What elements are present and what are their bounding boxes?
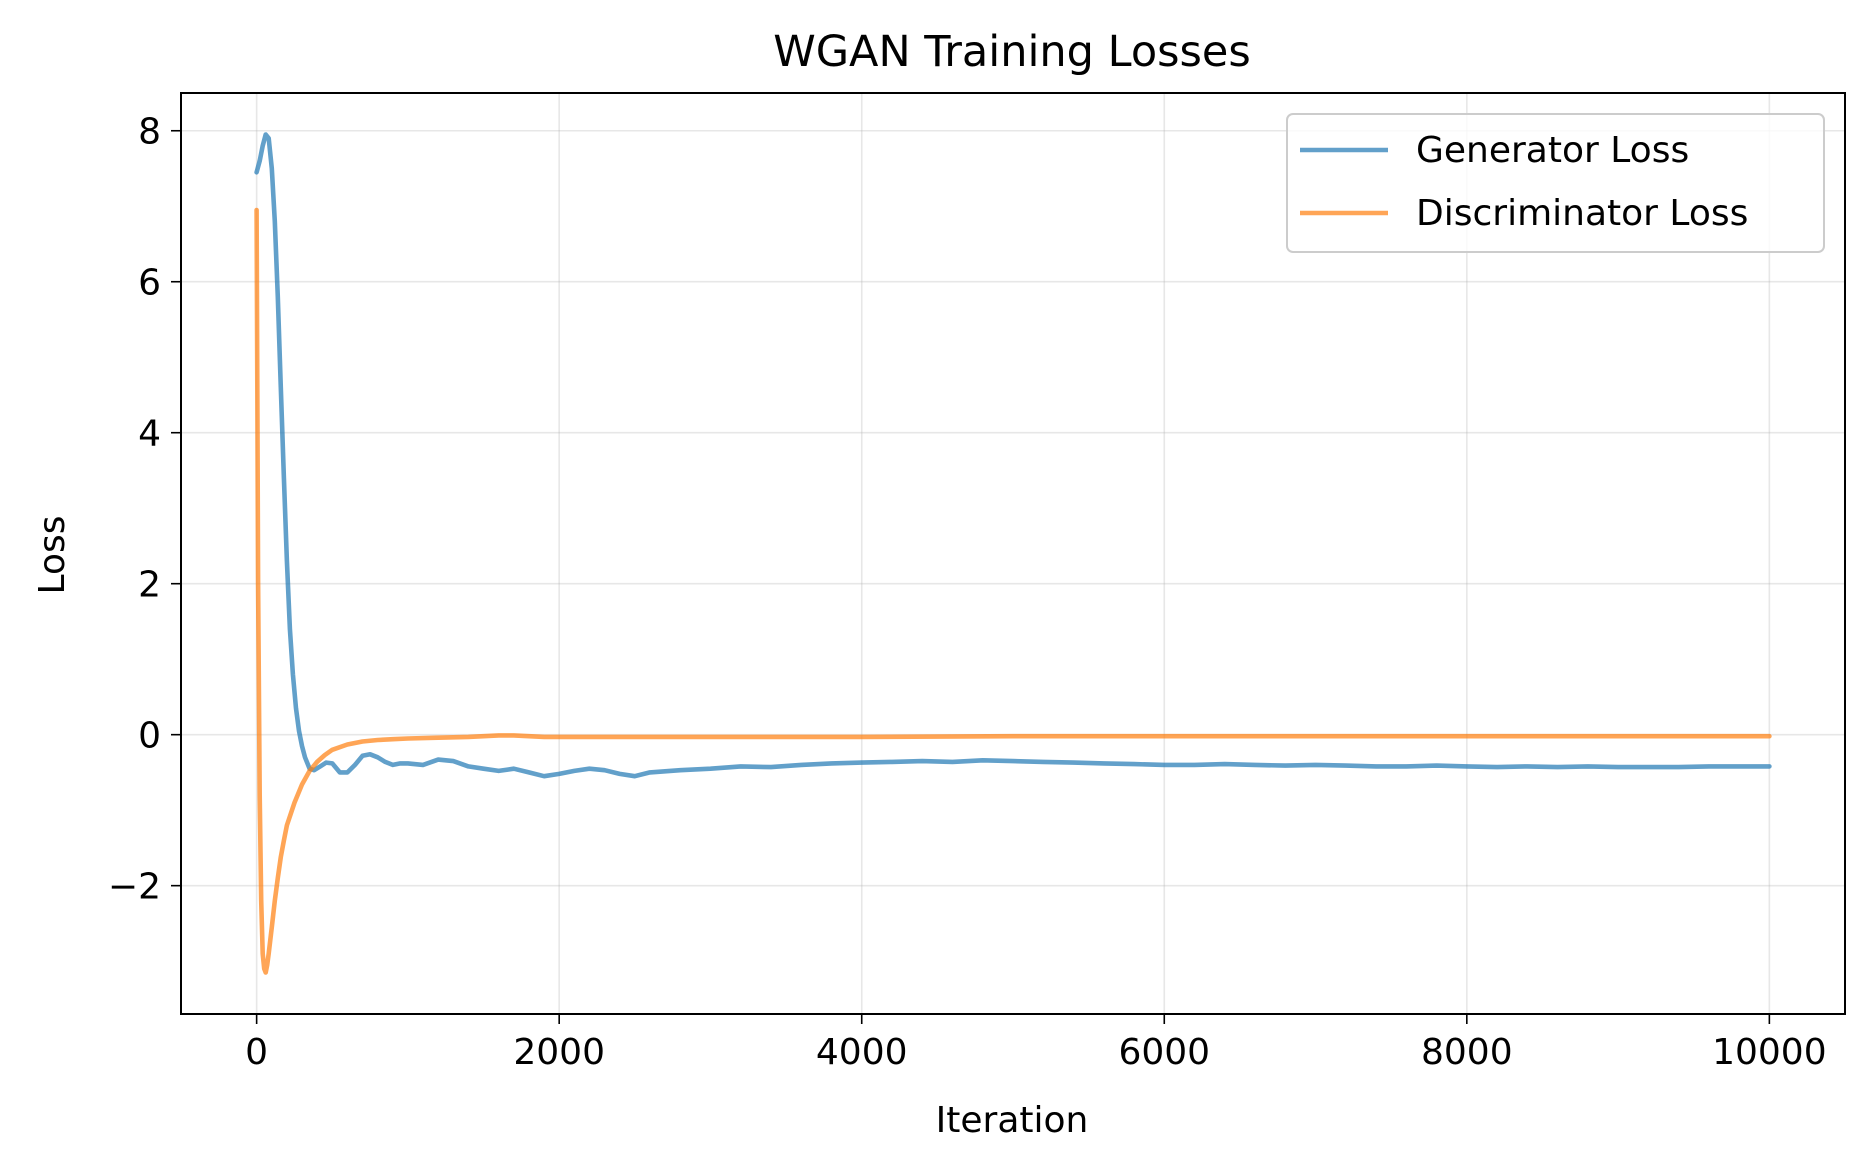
x-tick-label: 0 (245, 1032, 268, 1073)
y-tick-label: −2 (108, 867, 161, 908)
series-line-generator-loss (254, 132, 1772, 779)
legend-box (1286, 113, 1825, 253)
x-tick-label: 2000 (513, 1032, 605, 1073)
legend-label-discriminator: Discriminator Loss (1416, 193, 1748, 234)
series-lines (254, 132, 1772, 975)
x-tick-label: 4000 (816, 1032, 908, 1073)
y-tick-label: 4 (138, 414, 161, 455)
legend-label-generator: Generator Loss (1416, 130, 1689, 171)
chart-title: WGAN Training Losses (773, 27, 1251, 77)
series-line-discriminator-loss (254, 207, 1772, 975)
y-tick-label: 6 (138, 263, 161, 304)
y-axis-label: Loss (32, 516, 73, 595)
x-tick-label: 8000 (1421, 1032, 1513, 1073)
plot-frame (180, 92, 1846, 1015)
x-tick-label: 6000 (1118, 1032, 1210, 1073)
x-axis-ticks: 0 2000 4000 6000 8000 10000 (245, 1014, 1827, 1073)
y-tick-label: 0 (138, 716, 161, 757)
legend: Generator Loss Discriminator Loss (1286, 113, 1825, 253)
y-tick-label: 8 (138, 112, 161, 153)
y-axis-ticks: −2 0 2 4 6 8 (108, 112, 181, 908)
x-axis-label: Iteration (936, 1100, 1089, 1141)
x-tick-label: 10000 (1712, 1032, 1827, 1073)
y-tick-label: 2 (138, 565, 161, 606)
